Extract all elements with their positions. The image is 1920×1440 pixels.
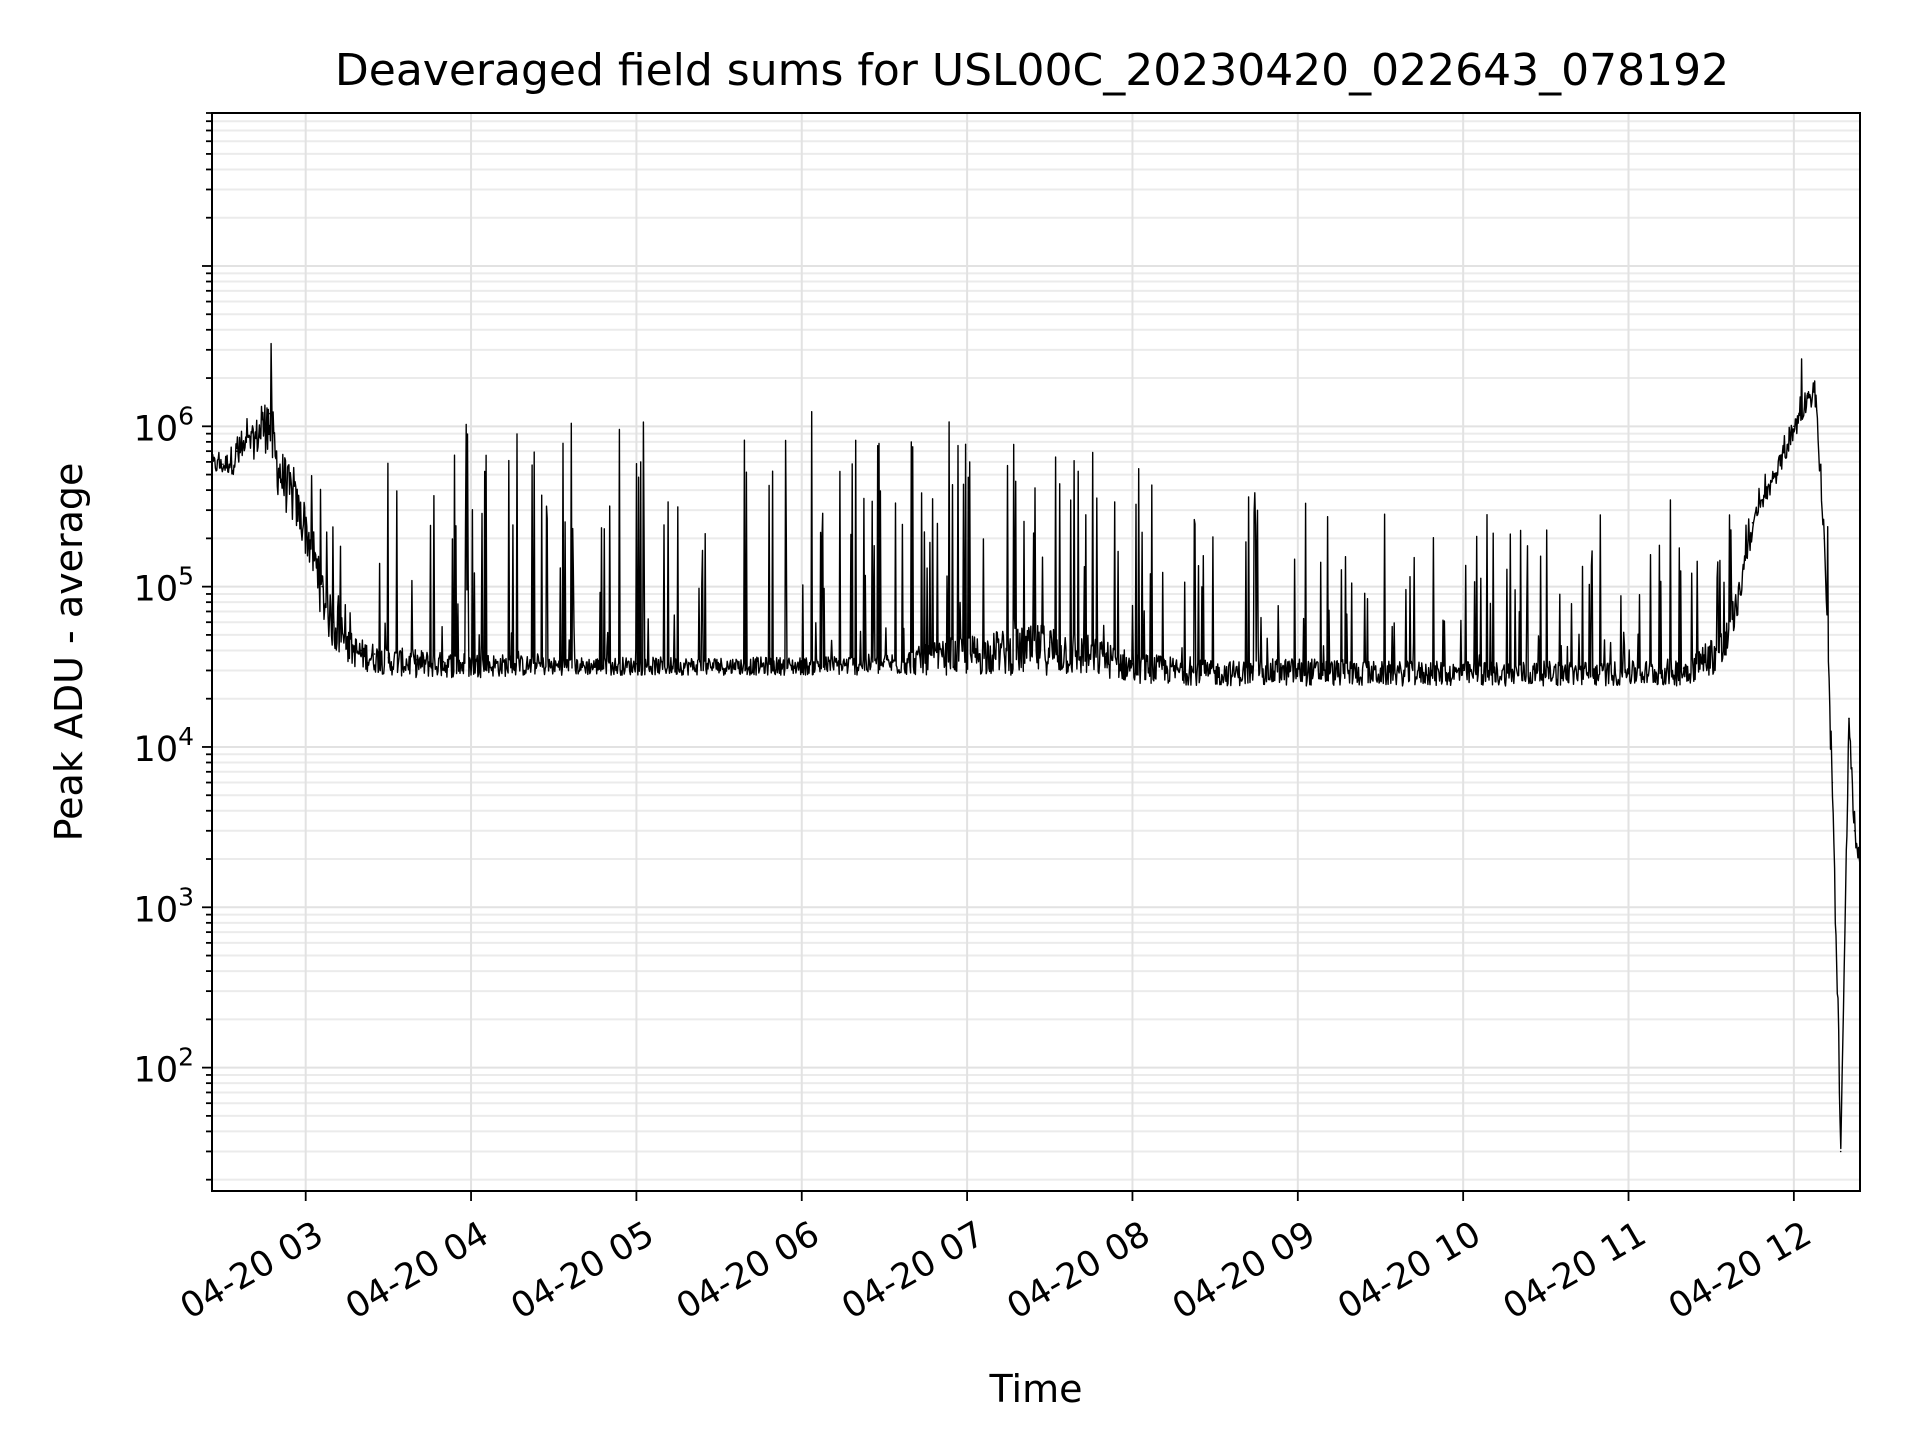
data-point	[1853, 830, 1856, 832]
data-point	[299, 509, 302, 511]
data-point	[1815, 397, 1817, 399]
data-point	[1627, 669, 1630, 672]
data-point	[360, 649, 362, 652]
y-tick-label: 103	[134, 882, 194, 930]
y-tick-label: 102	[134, 1043, 194, 1091]
data-point	[1131, 663, 1134, 665]
data-point	[883, 661, 886, 663]
data-point	[1462, 669, 1464, 672]
data-point	[321, 585, 324, 588]
data-point	[1545, 669, 1547, 672]
data-point	[263, 418, 266, 421]
data-point	[1839, 1150, 1842, 1153]
data-point	[1379, 669, 1382, 672]
data-point	[470, 661, 472, 663]
x-axis-label: Time	[989, 1367, 1083, 1411]
data-point	[1297, 667, 1299, 669]
data-point	[718, 663, 720, 665]
data-point	[1793, 425, 1795, 428]
data-point	[282, 473, 285, 476]
data-point	[1831, 781, 1834, 784]
plot-frame	[211, 112, 1861, 1192]
data-point	[249, 441, 252, 443]
data-point	[1724, 641, 1726, 643]
data-point	[415, 658, 417, 661]
data-point	[1682, 667, 1685, 669]
y-tick-label: 104	[134, 722, 194, 770]
data-point	[222, 463, 224, 466]
grid	[212, 112, 1860, 1191]
data-point	[269, 412, 271, 415]
data-point	[552, 663, 555, 665]
data-series-line	[211, 342, 1861, 1150]
y-axis-label: Peak ADU - average	[47, 463, 91, 842]
data-point	[1848, 717, 1850, 720]
chart-title: Deaveraged field sums for USL00C_2023042…	[335, 45, 1729, 96]
data-point	[966, 649, 968, 652]
data-point	[1823, 537, 1825, 540]
data-point	[310, 537, 313, 540]
data-point	[1214, 669, 1216, 672]
data-point	[387, 657, 390, 659]
data-point	[801, 663, 803, 665]
data-point	[442, 661, 445, 663]
data-point	[1104, 653, 1106, 655]
y-tick-label: 105	[134, 562, 194, 610]
data-point	[332, 621, 335, 623]
data-point	[236, 450, 238, 453]
data-point	[1737, 593, 1740, 595]
y-tick-label: 106	[134, 401, 194, 449]
data-point	[1049, 641, 1051, 643]
data-point	[274, 450, 277, 453]
data-point	[291, 489, 293, 491]
data-point	[346, 641, 348, 643]
data-point	[1771, 481, 1773, 483]
data-point	[1751, 522, 1754, 524]
data-point	[635, 663, 638, 665]
data-point	[1806, 392, 1809, 395]
plot-area	[211, 342, 1861, 1153]
data-point	[373, 653, 376, 655]
